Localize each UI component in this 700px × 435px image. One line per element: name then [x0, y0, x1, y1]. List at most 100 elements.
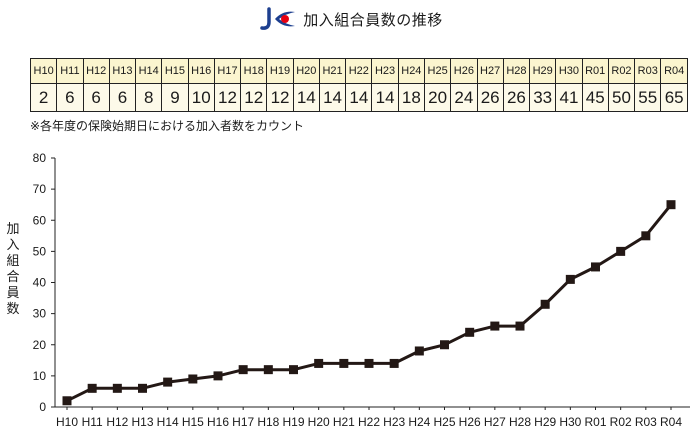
table-value-cell: 6	[82, 83, 110, 112]
x-tick-label: H26	[459, 415, 481, 429]
x-tick-label: H20	[308, 415, 330, 429]
table-header-cell: H29	[529, 58, 557, 84]
data-point	[138, 383, 147, 393]
table-header-cell: H20	[292, 58, 320, 84]
data-point	[515, 321, 525, 331]
table-value-cell: 8	[135, 83, 163, 112]
y-tick-label: 30	[33, 307, 47, 321]
x-tick-label: H27	[484, 415, 506, 429]
table-value-cell: 12	[240, 83, 268, 112]
x-tick-label: H25	[433, 415, 455, 429]
table-header-cell: H30	[555, 58, 583, 84]
table-value-cell: 65	[660, 83, 688, 112]
table-header-cell: H21	[318, 58, 347, 84]
series-line	[66, 203, 673, 403]
x-tick-label: H16	[207, 415, 229, 429]
data-point	[263, 365, 273, 375]
y-tick-label: 20	[33, 338, 47, 352]
data-point	[540, 299, 550, 309]
x-tick-label: H11	[82, 415, 103, 429]
data-point	[364, 358, 374, 368]
y-tick-label: 40	[33, 276, 47, 290]
data-point	[339, 358, 349, 368]
table-header-cell: H11	[56, 58, 84, 84]
data-point	[440, 340, 449, 350]
table-value-cell: 10	[187, 83, 215, 112]
y-axis-label: 加入組合員数	[6, 222, 20, 317]
x-tick-label: R03	[635, 415, 657, 429]
data-point	[314, 358, 324, 368]
data-point	[213, 371, 223, 381]
table-header-cell: H13	[108, 58, 137, 84]
table-header-cell: H28	[502, 58, 531, 84]
table-value-cell: 6	[56, 83, 84, 112]
x-tick-label: H29	[534, 415, 556, 429]
table-value-cell: 14	[292, 83, 320, 112]
x-tick-label: H21	[333, 415, 355, 429]
x-tick-label: R02	[610, 415, 632, 429]
table-header-cell: H14	[135, 58, 163, 84]
y-tick-label: 10	[33, 369, 47, 383]
x-tick-label: H28	[509, 415, 531, 429]
x-tick-label: H23	[383, 415, 405, 429]
table-value-cell: 26	[476, 83, 504, 112]
data-table: H10 H11 H12 H13 H14 H15 H16 H17 H18 H19 H20 H21 H22 H…	[29, 58, 688, 112]
table-value-cell: 33	[529, 83, 557, 112]
table-header-cell: H22	[345, 58, 373, 84]
y-tick-label: 50	[33, 244, 47, 258]
table-header-cell: H19	[266, 58, 294, 84]
footnote: ※各年度の保険始期日における加入者数をカウント	[30, 119, 305, 133]
table-header-cell: H24	[397, 58, 425, 84]
table-value-cell: 14	[318, 83, 347, 112]
x-tick-label: R01	[584, 415, 606, 429]
table-value-cell: 2	[29, 83, 58, 112]
table-value-cell: 9	[161, 83, 189, 112]
table-value-cell: 18	[397, 83, 425, 112]
table-header-cell: R02	[607, 58, 636, 84]
table-value-cell: 55	[634, 83, 662, 112]
table-value-cell: 20	[423, 83, 452, 112]
logo-icon	[260, 7, 296, 30]
data-point	[465, 327, 475, 337]
table-value-cell: 50	[607, 83, 636, 112]
y-tick-label: 80	[33, 151, 47, 165]
table-value-cell: 24	[450, 83, 478, 112]
table-value-cell: 14	[371, 83, 399, 112]
table-header-cell: H18	[240, 58, 268, 84]
x-tick-label: H18	[257, 415, 279, 429]
x-tick-label: R04	[660, 415, 682, 429]
table-header-cell: H15	[161, 58, 189, 84]
table-header-cell: R01	[581, 58, 609, 84]
data-point	[490, 321, 500, 331]
table-header-cell: R04	[660, 58, 688, 84]
x-tick-label: H19	[282, 415, 304, 429]
table-header-cell: H26	[450, 58, 478, 84]
x-tick-label: H17	[232, 415, 254, 429]
data-point	[389, 358, 399, 368]
data-point	[188, 374, 198, 384]
data-point	[641, 231, 651, 241]
table-value-row: 2 6 6 6 8 9 10 12 12 12 14 14 14 14 18 20 24 26 26 33 41 45 50…	[29, 83, 688, 112]
table-header-cell: H16	[187, 58, 215, 84]
x-tick-label: H30	[559, 415, 581, 429]
table-value-cell: 12	[266, 83, 294, 112]
data-point	[238, 365, 248, 375]
data-point	[62, 396, 72, 406]
data-point	[666, 200, 676, 210]
table-value-cell: 14	[345, 83, 373, 112]
chart-title: 加入組合員数の推移	[0, 6, 700, 32]
table-value-cell: 45	[581, 83, 609, 112]
table-value-cell: 41	[555, 83, 583, 112]
title-text: 加入組合員数の推移	[303, 10, 443, 29]
x-tick-label: H15	[182, 415, 204, 429]
table-header-cell: H12	[82, 58, 110, 84]
table-header-cell: H27	[476, 58, 504, 84]
table-header-cell: H25	[423, 58, 452, 84]
table-header-cell: H17	[213, 58, 242, 84]
x-tick-label: H10	[56, 415, 78, 429]
table-header-cell: H23	[371, 58, 399, 84]
table-value-cell: 26	[502, 83, 531, 112]
data-point	[289, 365, 298, 375]
data-point	[591, 262, 600, 272]
